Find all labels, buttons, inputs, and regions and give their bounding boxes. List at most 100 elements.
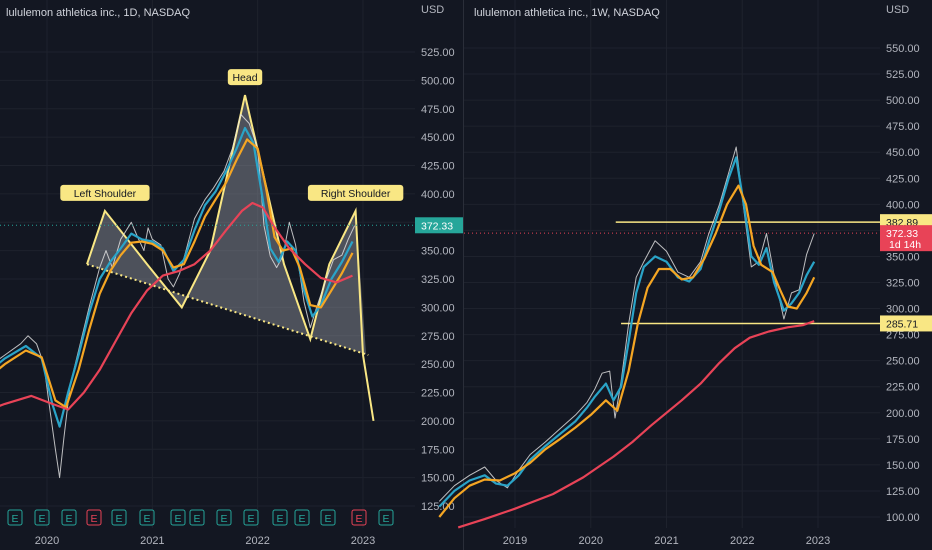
earnings-marker: E [143,513,150,525]
weekly-time-scale[interactable]: 2019 2020 2021 2022 2023 [464,528,932,550]
series-line-2 [438,184,816,518]
y-tick-label: 425.00 [421,161,455,173]
y-tick-label: 275.00 [421,331,455,343]
daily-last-price-tag: 372.33 [415,217,463,234]
last-price-value: 372.33 [886,228,918,240]
earnings-marker: E [174,513,181,525]
weekly-y-ticks: 550.00 525.00 500.00 475.00 450.00 425.00 400.… [886,43,920,524]
y-tick-label: 150.00 [886,460,920,472]
earnings-marker-box [351,509,367,526]
earnings-marker-box [170,509,186,526]
level-tag-value: 285.71 [886,318,918,330]
x-tick-label: 2021 [654,535,678,547]
earnings-marker: E [90,513,97,525]
earnings-marker: E [220,513,227,525]
series-line-0 [438,146,815,502]
daily-price-scale[interactable]: USD 525.00 500.00 475.00 450.00 425.00 400.00… [415,0,463,528]
earnings-marker-box [61,509,77,526]
earnings-marker: E [298,513,305,525]
weekly-chart-title: lululemon athletica inc., 1W, NASDAQ [474,7,660,19]
earnings-marker: E [115,513,122,525]
earnings-marker: E [65,513,72,525]
earnings-marker: E [355,513,362,525]
earnings-marker: E [193,513,200,525]
earnings-marker-box [294,509,310,526]
earnings-marker-box [216,509,232,526]
earnings-marker-box [34,509,50,526]
neckline [86,263,369,356]
y-tick-label: 325.00 [886,278,920,290]
daily-currency-label: USD [421,4,444,16]
series-line-0 [0,113,356,479]
earnings-marker: E [324,513,331,525]
x-tick-label: 2023 [806,535,830,547]
earnings-marker-box [243,509,259,526]
y-tick-label: 500.00 [886,95,920,107]
y-tick-label: 200.00 [421,416,455,428]
y-tick-label: 250.00 [421,359,455,371]
y-tick-label: 250.00 [886,356,920,368]
earnings-marker-box [7,509,23,526]
y-tick-label: 225.00 [886,382,920,394]
y-tick-label: 300.00 [886,304,920,316]
earnings-marker: E [276,513,283,525]
y-tick-label: 300.00 [421,302,455,314]
daily-time-scale[interactable]: 2020 2021 2022 2023 [0,528,463,550]
series-line-3 [0,201,353,411]
pattern-fill [87,95,367,355]
weekly-currency-label: USD [886,4,909,16]
x-tick-label: 2020 [35,535,59,547]
y-tick-label: 400.00 [421,189,455,201]
earnings-marker-box [111,509,127,526]
daily-x-ticks: 2020 2021 2022 2023 [35,535,375,547]
earnings-marker: E [38,513,45,525]
x-tick-label: 2022 [245,535,269,547]
y-tick-label: 450.00 [886,147,920,159]
last-price-box [880,225,932,252]
series-line-1 [438,156,816,508]
weekly-grid [464,0,880,528]
x-tick-label: 2020 [579,535,603,547]
pattern-label-box [60,184,150,201]
earnings-marker: E [247,513,254,525]
daily-chart-title: lululemon athletica inc., 1D, NASDAQ [6,7,190,19]
x-tick-label: 2019 [503,535,527,547]
horizontal-levels[interactable] [464,221,880,325]
earnings-marker-box [272,509,288,526]
x-tick-label: 2022 [730,535,754,547]
series-line-3 [457,320,815,529]
y-tick-label: 175.00 [421,444,455,456]
x-tick-label: 2021 [140,535,164,547]
x-tick-label: 2023 [351,535,375,547]
y-tick-label: 500.00 [421,75,455,87]
y-tick-label: 125.00 [886,486,920,498]
pattern-label: Left Shoulder [74,188,137,200]
weekly-price-scale[interactable]: USD 550.00 525.00 500.00 475.00 450.00 425.00… [880,0,932,528]
countdown-value: 1d 14h [889,239,921,251]
y-tick-label: 525.00 [421,47,455,59]
y-tick-label: 325.00 [421,274,455,286]
pattern-label-box [307,184,404,201]
y-tick-label: 175.00 [886,434,920,446]
y-tick-label: 200.00 [886,408,920,420]
y-tick-label: 450.00 [421,132,455,144]
y-tick-label: 350.00 [886,251,920,263]
earnings-marker-box [86,509,102,526]
earnings-marker-box [378,509,394,526]
weekly-chart-panel[interactable]: lululemon athletica inc., 1W, NASDAQ [438,0,880,529]
y-tick-label: 475.00 [421,104,455,116]
pattern-label: Right Shoulder [321,188,391,200]
pattern-label: Head [232,72,257,84]
y-tick-label: 150.00 [421,473,455,485]
y-tick-label: 425.00 [886,173,920,185]
pattern-labels: Left Shoulder Head Right Shoulder [60,69,404,201]
y-tick-label: 550.00 [886,43,920,55]
last-price-box [415,217,463,234]
y-tick-label: 400.00 [886,199,920,211]
earnings-marker: E [11,513,18,525]
y-tick-label: 225.00 [421,388,455,400]
y-tick-label: 350.00 [421,246,455,258]
